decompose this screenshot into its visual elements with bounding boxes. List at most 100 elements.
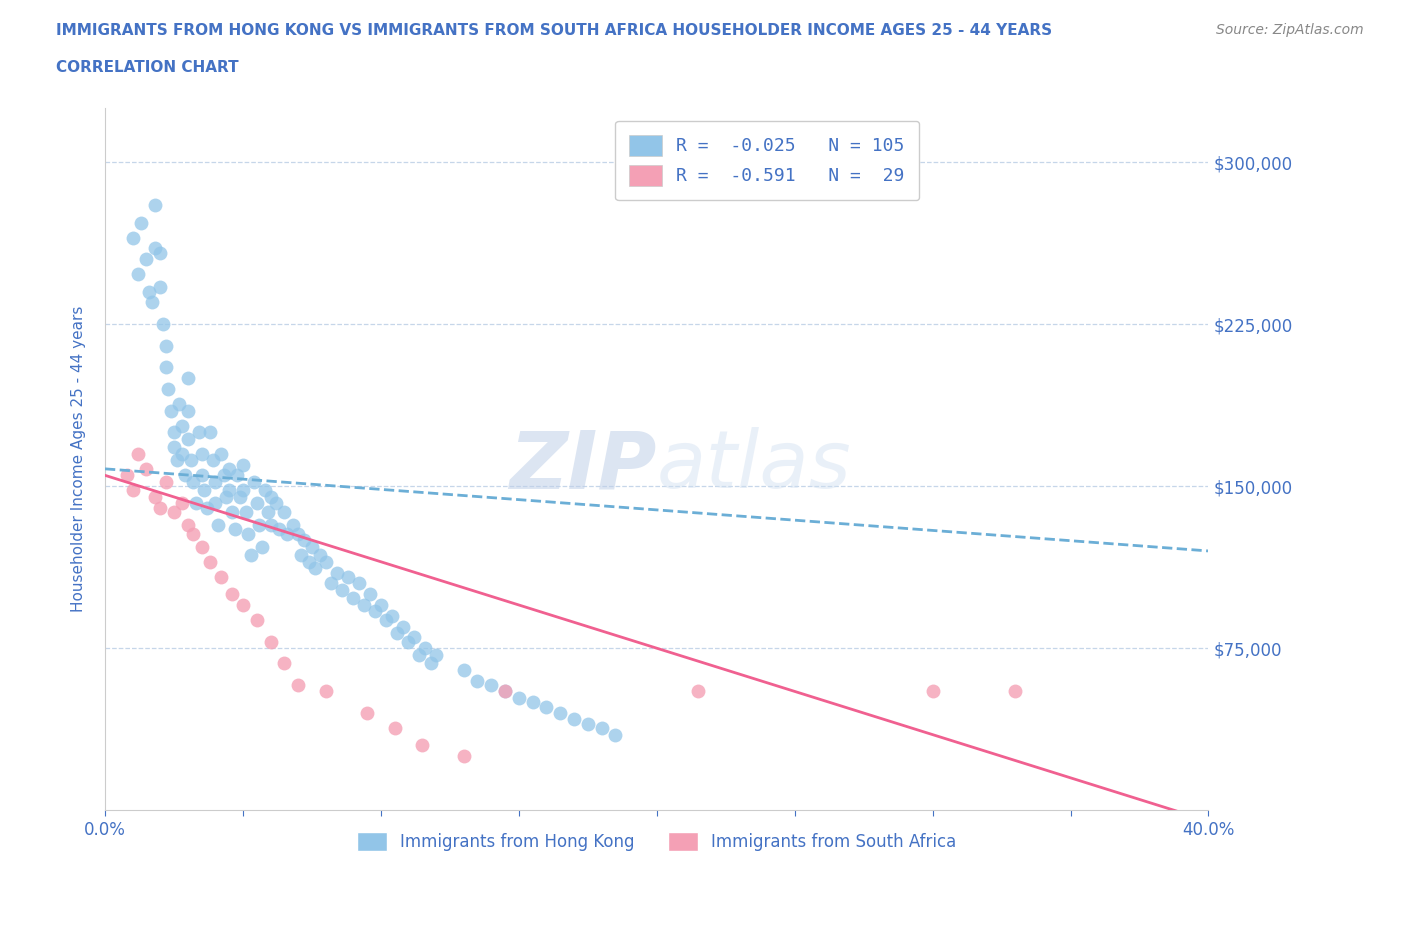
Point bbox=[135, 461, 157, 476]
Point bbox=[198, 425, 221, 440]
Point bbox=[411, 738, 433, 753]
Text: CORRELATION CHART: CORRELATION CHART bbox=[56, 60, 239, 75]
Point bbox=[221, 505, 243, 520]
Point bbox=[325, 565, 347, 580]
Point bbox=[453, 749, 475, 764]
Point bbox=[253, 483, 276, 498]
Point bbox=[141, 295, 163, 310]
Point bbox=[184, 496, 207, 511]
Point bbox=[195, 500, 218, 515]
Point bbox=[177, 371, 200, 386]
Point bbox=[273, 656, 295, 671]
Point bbox=[425, 647, 447, 662]
Point bbox=[212, 468, 235, 483]
Point bbox=[408, 647, 430, 662]
Point bbox=[232, 483, 254, 498]
Point bbox=[287, 677, 309, 692]
Point bbox=[309, 548, 332, 563]
Point bbox=[143, 241, 166, 256]
Point bbox=[264, 496, 287, 511]
Point bbox=[249, 518, 271, 533]
Point bbox=[375, 613, 398, 628]
Point bbox=[387, 626, 409, 641]
Point bbox=[179, 453, 201, 468]
Point bbox=[155, 339, 177, 353]
Y-axis label: Householder Income Ages 25 - 44 years: Householder Income Ages 25 - 44 years bbox=[72, 306, 86, 612]
Point bbox=[467, 673, 489, 688]
Point bbox=[287, 526, 309, 541]
Point bbox=[494, 684, 516, 698]
Point bbox=[688, 684, 710, 698]
Point bbox=[522, 695, 544, 710]
Point bbox=[209, 446, 232, 461]
Point bbox=[163, 425, 186, 440]
Point bbox=[166, 453, 188, 468]
Point bbox=[336, 569, 359, 584]
Point bbox=[149, 500, 172, 515]
Point bbox=[1004, 684, 1026, 698]
Point bbox=[152, 316, 174, 331]
Point bbox=[181, 474, 204, 489]
Point bbox=[177, 432, 200, 446]
Text: atlas: atlas bbox=[657, 427, 852, 505]
Point bbox=[229, 489, 252, 504]
Point bbox=[256, 505, 278, 520]
Point bbox=[143, 198, 166, 213]
Point bbox=[259, 634, 281, 649]
Point bbox=[921, 684, 943, 698]
Point bbox=[155, 474, 177, 489]
Point bbox=[172, 446, 194, 461]
Text: IMMIGRANTS FROM HONG KONG VS IMMIGRANTS FROM SOUTH AFRICA HOUSEHOLDER INCOME AGE: IMMIGRANTS FROM HONG KONG VS IMMIGRANTS … bbox=[56, 23, 1052, 38]
Point bbox=[218, 461, 240, 476]
Point bbox=[207, 518, 229, 533]
Point bbox=[259, 489, 281, 504]
Point bbox=[304, 561, 326, 576]
Point bbox=[330, 582, 353, 597]
Point bbox=[243, 474, 266, 489]
Point bbox=[321, 576, 343, 591]
Point bbox=[605, 727, 627, 742]
Point bbox=[226, 468, 249, 483]
Point bbox=[392, 619, 415, 634]
Point bbox=[548, 706, 571, 721]
Point bbox=[238, 526, 260, 541]
Point bbox=[402, 630, 425, 644]
Point bbox=[163, 505, 186, 520]
Point bbox=[267, 522, 290, 537]
Point bbox=[356, 706, 378, 721]
Point bbox=[381, 608, 404, 623]
Point bbox=[347, 576, 370, 591]
Point bbox=[115, 468, 138, 483]
Point bbox=[301, 539, 323, 554]
Point bbox=[232, 598, 254, 613]
Point bbox=[292, 533, 315, 548]
Point bbox=[204, 474, 226, 489]
Point bbox=[240, 548, 263, 563]
Point bbox=[187, 425, 209, 440]
Point bbox=[290, 548, 312, 563]
Point bbox=[172, 496, 194, 511]
Point bbox=[198, 554, 221, 569]
Point bbox=[181, 526, 204, 541]
Point bbox=[562, 712, 585, 727]
Point bbox=[224, 522, 246, 537]
Point bbox=[479, 677, 502, 692]
Point bbox=[163, 440, 186, 455]
Point bbox=[536, 699, 558, 714]
Point bbox=[453, 662, 475, 677]
Text: Source: ZipAtlas.com: Source: ZipAtlas.com bbox=[1216, 23, 1364, 37]
Point bbox=[160, 403, 183, 418]
Point bbox=[155, 360, 177, 375]
Point bbox=[209, 569, 232, 584]
Legend: Immigrants from Hong Kong, Immigrants from South Africa: Immigrants from Hong Kong, Immigrants fr… bbox=[350, 826, 963, 858]
Point bbox=[149, 280, 172, 295]
Point bbox=[364, 604, 387, 618]
Point bbox=[193, 483, 215, 498]
Point bbox=[177, 518, 200, 533]
Point bbox=[246, 496, 269, 511]
Point bbox=[276, 526, 298, 541]
Point bbox=[127, 267, 149, 282]
Point bbox=[127, 446, 149, 461]
Point bbox=[204, 496, 226, 511]
Point bbox=[143, 489, 166, 504]
